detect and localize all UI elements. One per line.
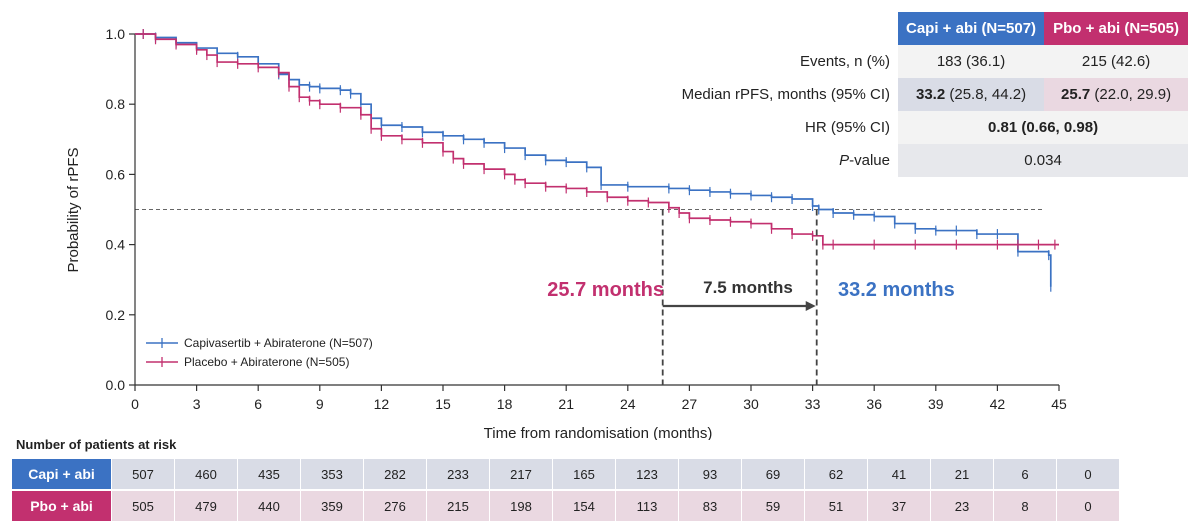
risk-cell: 435 (237, 459, 301, 491)
risk-cell: 113 (615, 490, 679, 523)
x-tick-label: 0 (131, 396, 139, 412)
annotations (661, 209, 818, 385)
x-tick-label: 27 (682, 396, 698, 412)
median-label-capi: 33.2 months (838, 279, 955, 301)
risk-row-label: Pbo + abi (12, 490, 112, 523)
summary-header-pbo: Pbo + abi (N=505) (1044, 12, 1189, 45)
risk-cell: 0 (1056, 459, 1120, 491)
risk-row-label: Capi + abi (12, 459, 112, 491)
risk-cell: 51 (804, 490, 868, 523)
risk-cell: 505 (111, 490, 175, 523)
legend: Capivasertib + Abiraterone (N=507) Place… (146, 336, 373, 369)
x-tick-label: 24 (620, 396, 636, 412)
risk-cell: 282 (363, 459, 427, 491)
y-axis-label: Probability of rPFS (65, 147, 82, 272)
risk-cell: 6 (993, 459, 1057, 491)
risk-cell: 59 (741, 490, 805, 523)
y-tick-label: 0.6 (106, 166, 126, 182)
risk-table: Capi + abi 507 460 435 353 282 233 217 165 123 93 6… (12, 459, 1120, 523)
risk-cell: 83 (678, 490, 742, 523)
risk-cell: 353 (300, 459, 364, 491)
x-tick-label: 12 (374, 396, 390, 412)
risk-cell: 217 (489, 459, 553, 491)
hr-label: HR (95% CI) (804, 119, 890, 136)
y-tick-label: 1.0 (106, 26, 126, 42)
x-tick-label: 15 (435, 396, 451, 412)
risk-cell: 0 (1056, 490, 1120, 523)
risk-cell: 93 (678, 459, 742, 491)
risk-cell: 233 (426, 459, 490, 491)
risk-cell: 62 (804, 459, 868, 491)
risk-cell: 21 (930, 459, 994, 491)
risk-cell: 215 (426, 490, 490, 523)
series-layer (135, 29, 1059, 292)
risk-cell: 359 (300, 490, 364, 523)
median-difference-label: 7.5 months (703, 278, 793, 297)
events-capi: 183 (36.1) (898, 45, 1045, 78)
risk-cell: 123 (615, 459, 679, 491)
x-tick-label: 9 (316, 396, 324, 412)
risk-cell: 69 (741, 459, 805, 491)
events-label: Events, n (%) (799, 53, 890, 70)
pvalue-label: P-value (839, 152, 890, 169)
y-tick-label: 0.8 (106, 96, 126, 112)
risk-cell: 276 (363, 490, 427, 523)
hr-value: 0.81 (0.66, 0.98) (898, 111, 1189, 144)
risk-table-title: Number of patients at risk (16, 437, 177, 452)
median-pbo: 25.7 (22.0, 29.9) (1044, 78, 1189, 111)
x-tick-label: 21 (558, 396, 574, 412)
risk-cell: 507 (111, 459, 175, 491)
legend-pbo: Placebo + Abiraterone (N=505) (184, 355, 349, 369)
risk-cell: 479 (174, 490, 238, 523)
risk-cell: 198 (489, 490, 553, 523)
y-tick-label: 0.2 (106, 307, 126, 323)
legend-capi: Capivasertib + Abiraterone (N=507) (184, 336, 373, 350)
x-tick-label: 18 (497, 396, 513, 412)
x-tick-label: 30 (743, 396, 759, 412)
risk-cell: 165 (552, 459, 616, 491)
risk-cell: 41 (867, 459, 931, 491)
risk-cell: 37 (867, 490, 931, 523)
x-tick-label: 6 (254, 396, 262, 412)
y-tick-label: 0.0 (106, 377, 126, 393)
y-tick-label: 0.4 (106, 237, 126, 253)
x-tick-label: 36 (866, 396, 882, 412)
x-tick-label: 3 (193, 396, 201, 412)
events-pbo: 215 (42.6) (1044, 45, 1189, 78)
summary-header-capi: Capi + abi (N=507) (898, 12, 1045, 45)
risk-cell: 460 (174, 459, 238, 491)
risk-row: Pbo + abi 505 479 440 359 276 215 198 154 113 83 59… (12, 490, 1120, 523)
risk-cell: 154 (552, 490, 616, 523)
km-chart: 0.00.20.40.60.81.00 3 6 9 12 15 18 21 24 27 30 33 36… (65, 26, 1067, 440)
arrow-head (805, 301, 816, 311)
x-axis-label: Time from randomisation (months) (484, 425, 713, 440)
axes: 0.00.20.40.60.81.00 3 6 9 12 15 18 21 24 27 30 33 36… (106, 26, 1067, 412)
summary-table: Capi + abi (N=507) Pbo + abi (N=505) Eve… (672, 12, 1189, 177)
x-tick-label: 45 (1051, 396, 1067, 412)
pvalue-value: 0.034 (898, 144, 1189, 177)
x-tick-label: 39 (928, 396, 944, 412)
risk-row: Capi + abi 507 460 435 353 282 233 217 165 123 93 6… (12, 459, 1120, 491)
median-label: Median rPFS, months (95% CI) (681, 86, 890, 103)
risk-cell: 23 (930, 490, 994, 523)
risk-cell: 8 (993, 490, 1057, 523)
median-capi: 33.2 (25.8, 44.2) (898, 78, 1045, 111)
median-label-pbo: 25.7 months (547, 279, 664, 301)
x-tick-label: 33 (805, 396, 821, 412)
risk-cell: 440 (237, 490, 301, 523)
x-tick-label: 42 (990, 396, 1006, 412)
